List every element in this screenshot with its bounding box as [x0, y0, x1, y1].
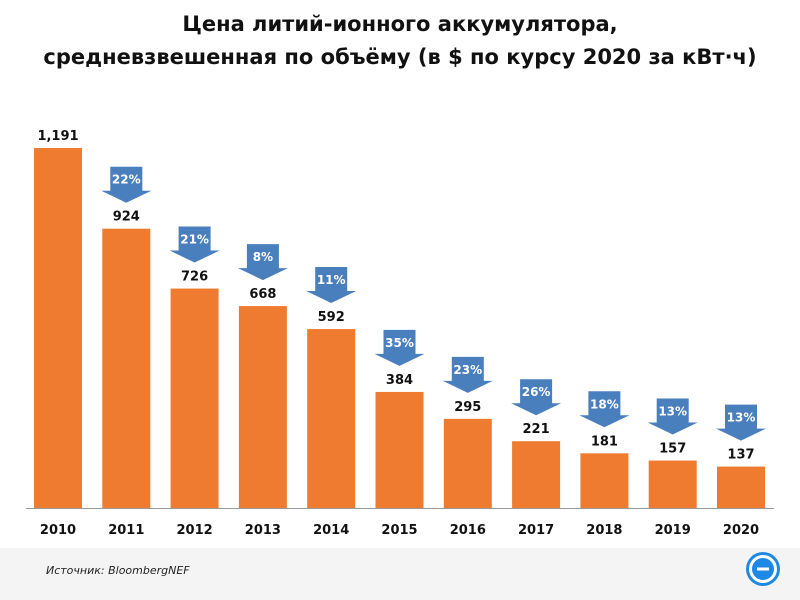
bar [375, 391, 424, 508]
change-label: 21% [180, 233, 209, 247]
bar [307, 329, 356, 508]
data-label: 181 [591, 434, 618, 449]
data-label: 384 [386, 373, 413, 388]
bar [648, 460, 697, 508]
x-tick-label: 2020 [723, 523, 759, 538]
down-arrow-icon [306, 267, 357, 304]
footer-bar [0, 548, 800, 600]
change-label: 23% [453, 363, 482, 377]
change-label: 11% [317, 273, 346, 287]
bar [580, 453, 629, 508]
bar [512, 441, 561, 508]
chart-title-line-2: средневзвешенная по объёму (в $ по курсу… [43, 45, 757, 69]
x-tick-label: 2013 [245, 523, 281, 538]
data-label: 295 [454, 400, 481, 415]
change-label: 13% [727, 411, 756, 425]
bar [238, 306, 287, 508]
e-circle-logo-icon [746, 552, 780, 586]
source-note: Источник: BloombergNEF [46, 564, 190, 577]
bar [717, 466, 765, 508]
x-tick-label: 2010 [40, 523, 76, 538]
data-label: 137 [727, 448, 754, 463]
down-arrow-icon [511, 379, 562, 416]
down-arrow-icon [716, 404, 766, 441]
down-arrow-icon [374, 329, 425, 366]
x-tick-label: 2014 [313, 523, 349, 538]
down-arrow-icon [442, 356, 493, 393]
down-arrow-icon [579, 391, 630, 428]
x-tick-label: 2011 [108, 523, 144, 538]
data-label: 726 [181, 270, 208, 285]
x-tick-label: 2012 [177, 523, 213, 538]
chart-title: Цена литий-ионного аккумулятора, среднев… [0, 8, 800, 74]
change-label: 13% [658, 405, 687, 419]
data-label: 924 [113, 210, 140, 225]
data-label: 668 [249, 287, 276, 302]
change-label: 35% [385, 336, 414, 350]
change-label: 18% [590, 397, 619, 411]
bar-chart: 1,191 2010 924 2011 22% 726 2012 21% 668 2013 8% 59… [26, 129, 774, 538]
x-tick-label: 2018 [586, 523, 622, 538]
bar [34, 148, 82, 508]
down-arrow-icon [101, 166, 152, 203]
bar [443, 418, 492, 508]
data-label: 1,191 [37, 129, 78, 144]
x-tick-label: 2017 [518, 523, 554, 538]
down-arrow-icon [647, 398, 698, 435]
change-label: 8% [253, 250, 273, 264]
change-label: 22% [112, 173, 141, 187]
down-arrow-icon [169, 226, 220, 263]
bar [102, 228, 151, 508]
change-label: 26% [522, 385, 551, 399]
bar [170, 288, 219, 508]
x-tick-label: 2019 [655, 523, 691, 538]
down-arrow-icon [237, 244, 288, 281]
data-label: 592 [318, 310, 345, 325]
x-tick-label: 2015 [381, 523, 417, 538]
chart-title-line-1: Цена литий-ионного аккумулятора, [182, 12, 618, 36]
data-label: 221 [523, 422, 550, 437]
x-tick-label: 2016 [450, 523, 486, 538]
data-label: 157 [659, 442, 686, 457]
